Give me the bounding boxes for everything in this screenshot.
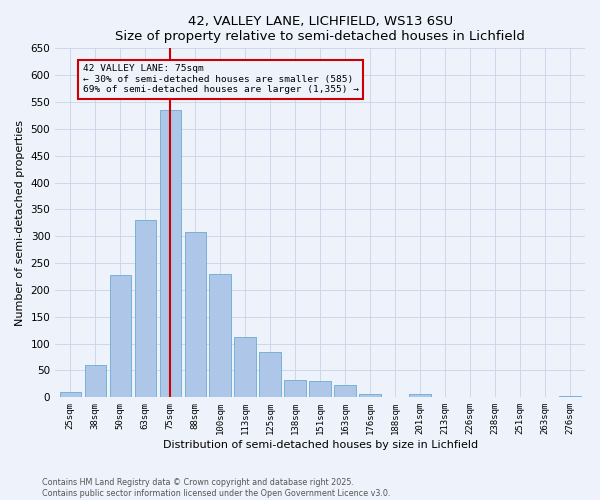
Bar [409, 394, 431, 398]
X-axis label: Distribution of semi-detached houses by size in Lichfield: Distribution of semi-detached houses by … [163, 440, 478, 450]
Bar [359, 394, 380, 398]
Title: 42, VALLEY LANE, LICHFIELD, WS13 6SU
Size of property relative to semi-detached : 42, VALLEY LANE, LICHFIELD, WS13 6SU Siz… [115, 15, 525, 43]
Bar [185, 232, 206, 398]
Bar [284, 380, 306, 398]
Bar [110, 275, 131, 398]
Text: 42 VALLEY LANE: 75sqm
← 30% of semi-detached houses are smaller (585)
69% of sem: 42 VALLEY LANE: 75sqm ← 30% of semi-deta… [83, 64, 359, 94]
Bar [235, 336, 256, 398]
Bar [209, 274, 231, 398]
Bar [259, 352, 281, 398]
Bar [334, 385, 356, 398]
Bar [310, 381, 331, 398]
Text: Contains HM Land Registry data © Crown copyright and database right 2025.
Contai: Contains HM Land Registry data © Crown c… [42, 478, 391, 498]
Bar [85, 365, 106, 398]
Bar [160, 110, 181, 398]
Bar [134, 220, 156, 398]
Y-axis label: Number of semi-detached properties: Number of semi-detached properties [15, 120, 25, 326]
Bar [59, 392, 81, 398]
Bar [559, 396, 581, 398]
